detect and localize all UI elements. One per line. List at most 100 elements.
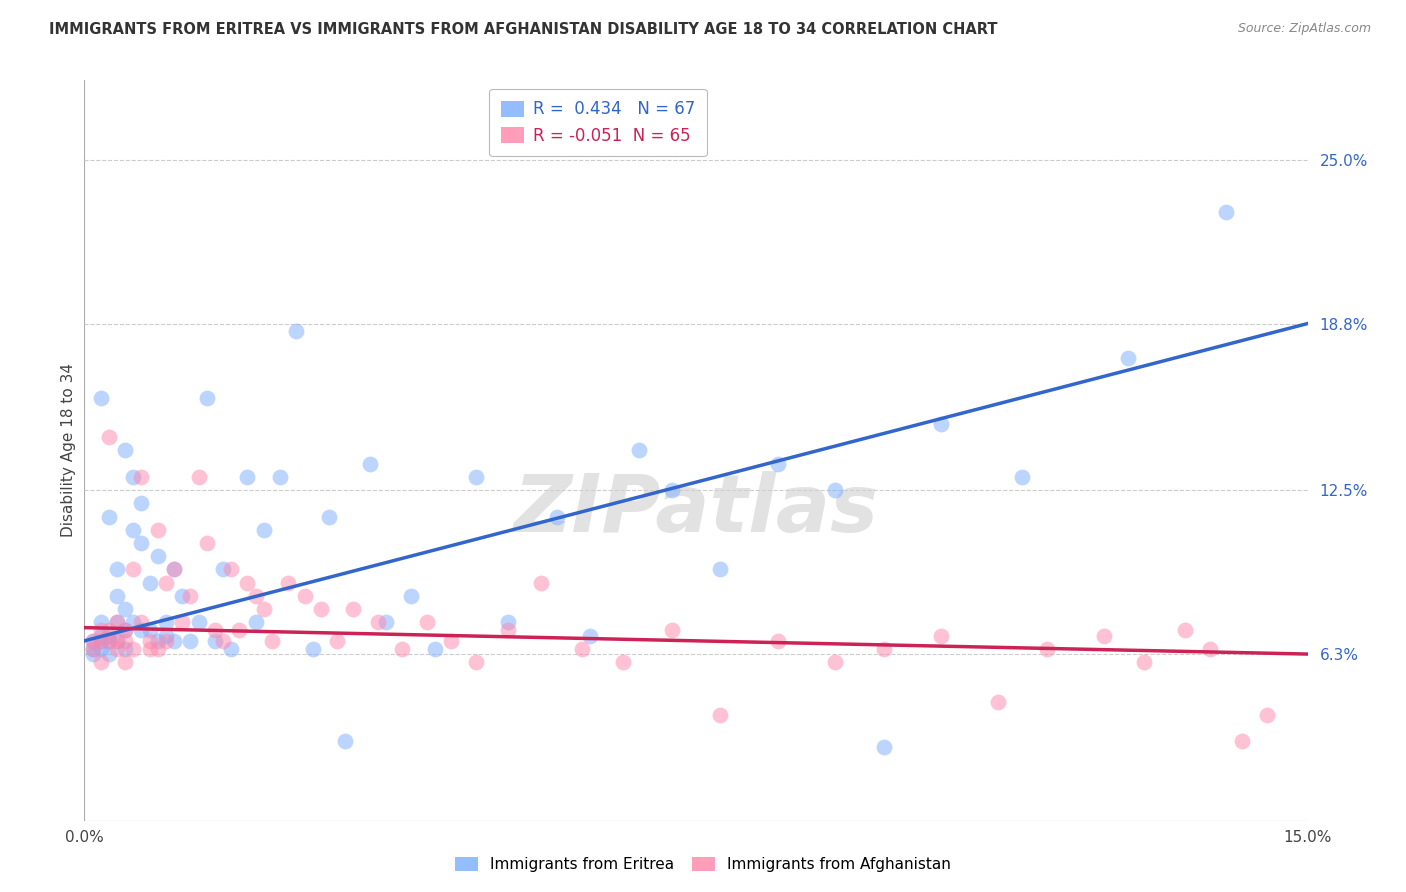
- Legend: R =  0.434   N = 67, R = -0.051  N = 65: R = 0.434 N = 67, R = -0.051 N = 65: [489, 88, 707, 156]
- Point: [219, 641, 242, 656]
- Point: [824, 483, 846, 497]
- Point: [114, 602, 136, 616]
- Point: [155, 615, 177, 630]
- Point: [82, 633, 104, 648]
- Point: [269, 470, 291, 484]
- Point: [391, 641, 413, 656]
- Point: [90, 633, 112, 648]
- Point: [1215, 205, 1237, 219]
- Point: [114, 443, 136, 458]
- Point: [236, 470, 259, 484]
- Point: [1256, 707, 1278, 722]
- Point: [97, 633, 120, 648]
- Point: [131, 615, 153, 630]
- Point: [285, 325, 308, 339]
- Point: [530, 575, 553, 590]
- Point: [1133, 655, 1156, 669]
- Point: [212, 562, 235, 576]
- Point: [245, 615, 267, 630]
- Point: [195, 536, 218, 550]
- Point: [90, 391, 112, 405]
- Point: [212, 633, 235, 648]
- Point: [335, 734, 357, 748]
- Point: [260, 633, 283, 648]
- Point: [872, 739, 894, 754]
- Point: [105, 633, 128, 648]
- Point: [1035, 641, 1057, 656]
- Point: [138, 633, 160, 648]
- Point: [236, 575, 259, 590]
- Point: [179, 633, 201, 648]
- Point: [82, 647, 104, 661]
- Point: [228, 624, 250, 638]
- Point: [82, 633, 104, 648]
- Point: [416, 615, 439, 630]
- Point: [138, 641, 160, 656]
- Legend: Immigrants from Eritrea, Immigrants from Afghanistan: Immigrants from Eritrea, Immigrants from…: [447, 849, 959, 880]
- Point: [326, 633, 349, 648]
- Point: [105, 615, 128, 630]
- Point: [105, 589, 128, 603]
- Point: [1232, 734, 1254, 748]
- Point: [195, 391, 218, 405]
- Point: [155, 628, 177, 642]
- Point: [766, 633, 789, 648]
- Point: [824, 655, 846, 669]
- Point: [122, 470, 145, 484]
- Point: [122, 562, 145, 576]
- Point: [105, 615, 128, 630]
- Point: [146, 641, 169, 656]
- Point: [155, 575, 177, 590]
- Point: [872, 641, 894, 656]
- Point: [105, 562, 128, 576]
- Point: [163, 633, 186, 648]
- Point: [131, 470, 153, 484]
- Point: [138, 575, 160, 590]
- Point: [1011, 470, 1033, 484]
- Point: [90, 633, 112, 648]
- Point: [172, 589, 194, 603]
- Point: [122, 641, 145, 656]
- Point: [97, 624, 120, 638]
- Point: [163, 562, 186, 576]
- Point: [97, 647, 120, 661]
- Point: [375, 615, 398, 630]
- Point: [114, 624, 136, 638]
- Point: [571, 641, 593, 656]
- Point: [579, 628, 602, 642]
- Text: IMMIGRANTS FROM ERITREA VS IMMIGRANTS FROM AFGHANISTAN DISABILITY AGE 18 TO 34 C: IMMIGRANTS FROM ERITREA VS IMMIGRANTS FR…: [49, 22, 998, 37]
- Point: [155, 633, 177, 648]
- Point: [627, 443, 650, 458]
- Point: [131, 624, 153, 638]
- Point: [146, 633, 169, 648]
- Point: [131, 536, 153, 550]
- Point: [204, 624, 226, 638]
- Point: [440, 633, 463, 648]
- Point: [464, 655, 486, 669]
- Point: [498, 624, 520, 638]
- Point: [399, 589, 422, 603]
- Point: [367, 615, 389, 630]
- Point: [114, 633, 136, 648]
- Point: [187, 615, 209, 630]
- Point: [163, 562, 186, 576]
- Point: [187, 470, 209, 484]
- Point: [90, 641, 112, 656]
- Point: [1174, 624, 1197, 638]
- Point: [546, 509, 568, 524]
- Point: [97, 633, 120, 648]
- Point: [97, 509, 120, 524]
- Point: [709, 562, 731, 576]
- Point: [709, 707, 731, 722]
- Point: [122, 615, 145, 630]
- Point: [301, 641, 323, 656]
- Point: [90, 624, 112, 638]
- Point: [342, 602, 364, 616]
- Point: [114, 655, 136, 669]
- Point: [464, 470, 486, 484]
- Point: [90, 655, 112, 669]
- Point: [245, 589, 267, 603]
- Point: [114, 624, 136, 638]
- Point: [138, 624, 160, 638]
- Point: [131, 496, 153, 510]
